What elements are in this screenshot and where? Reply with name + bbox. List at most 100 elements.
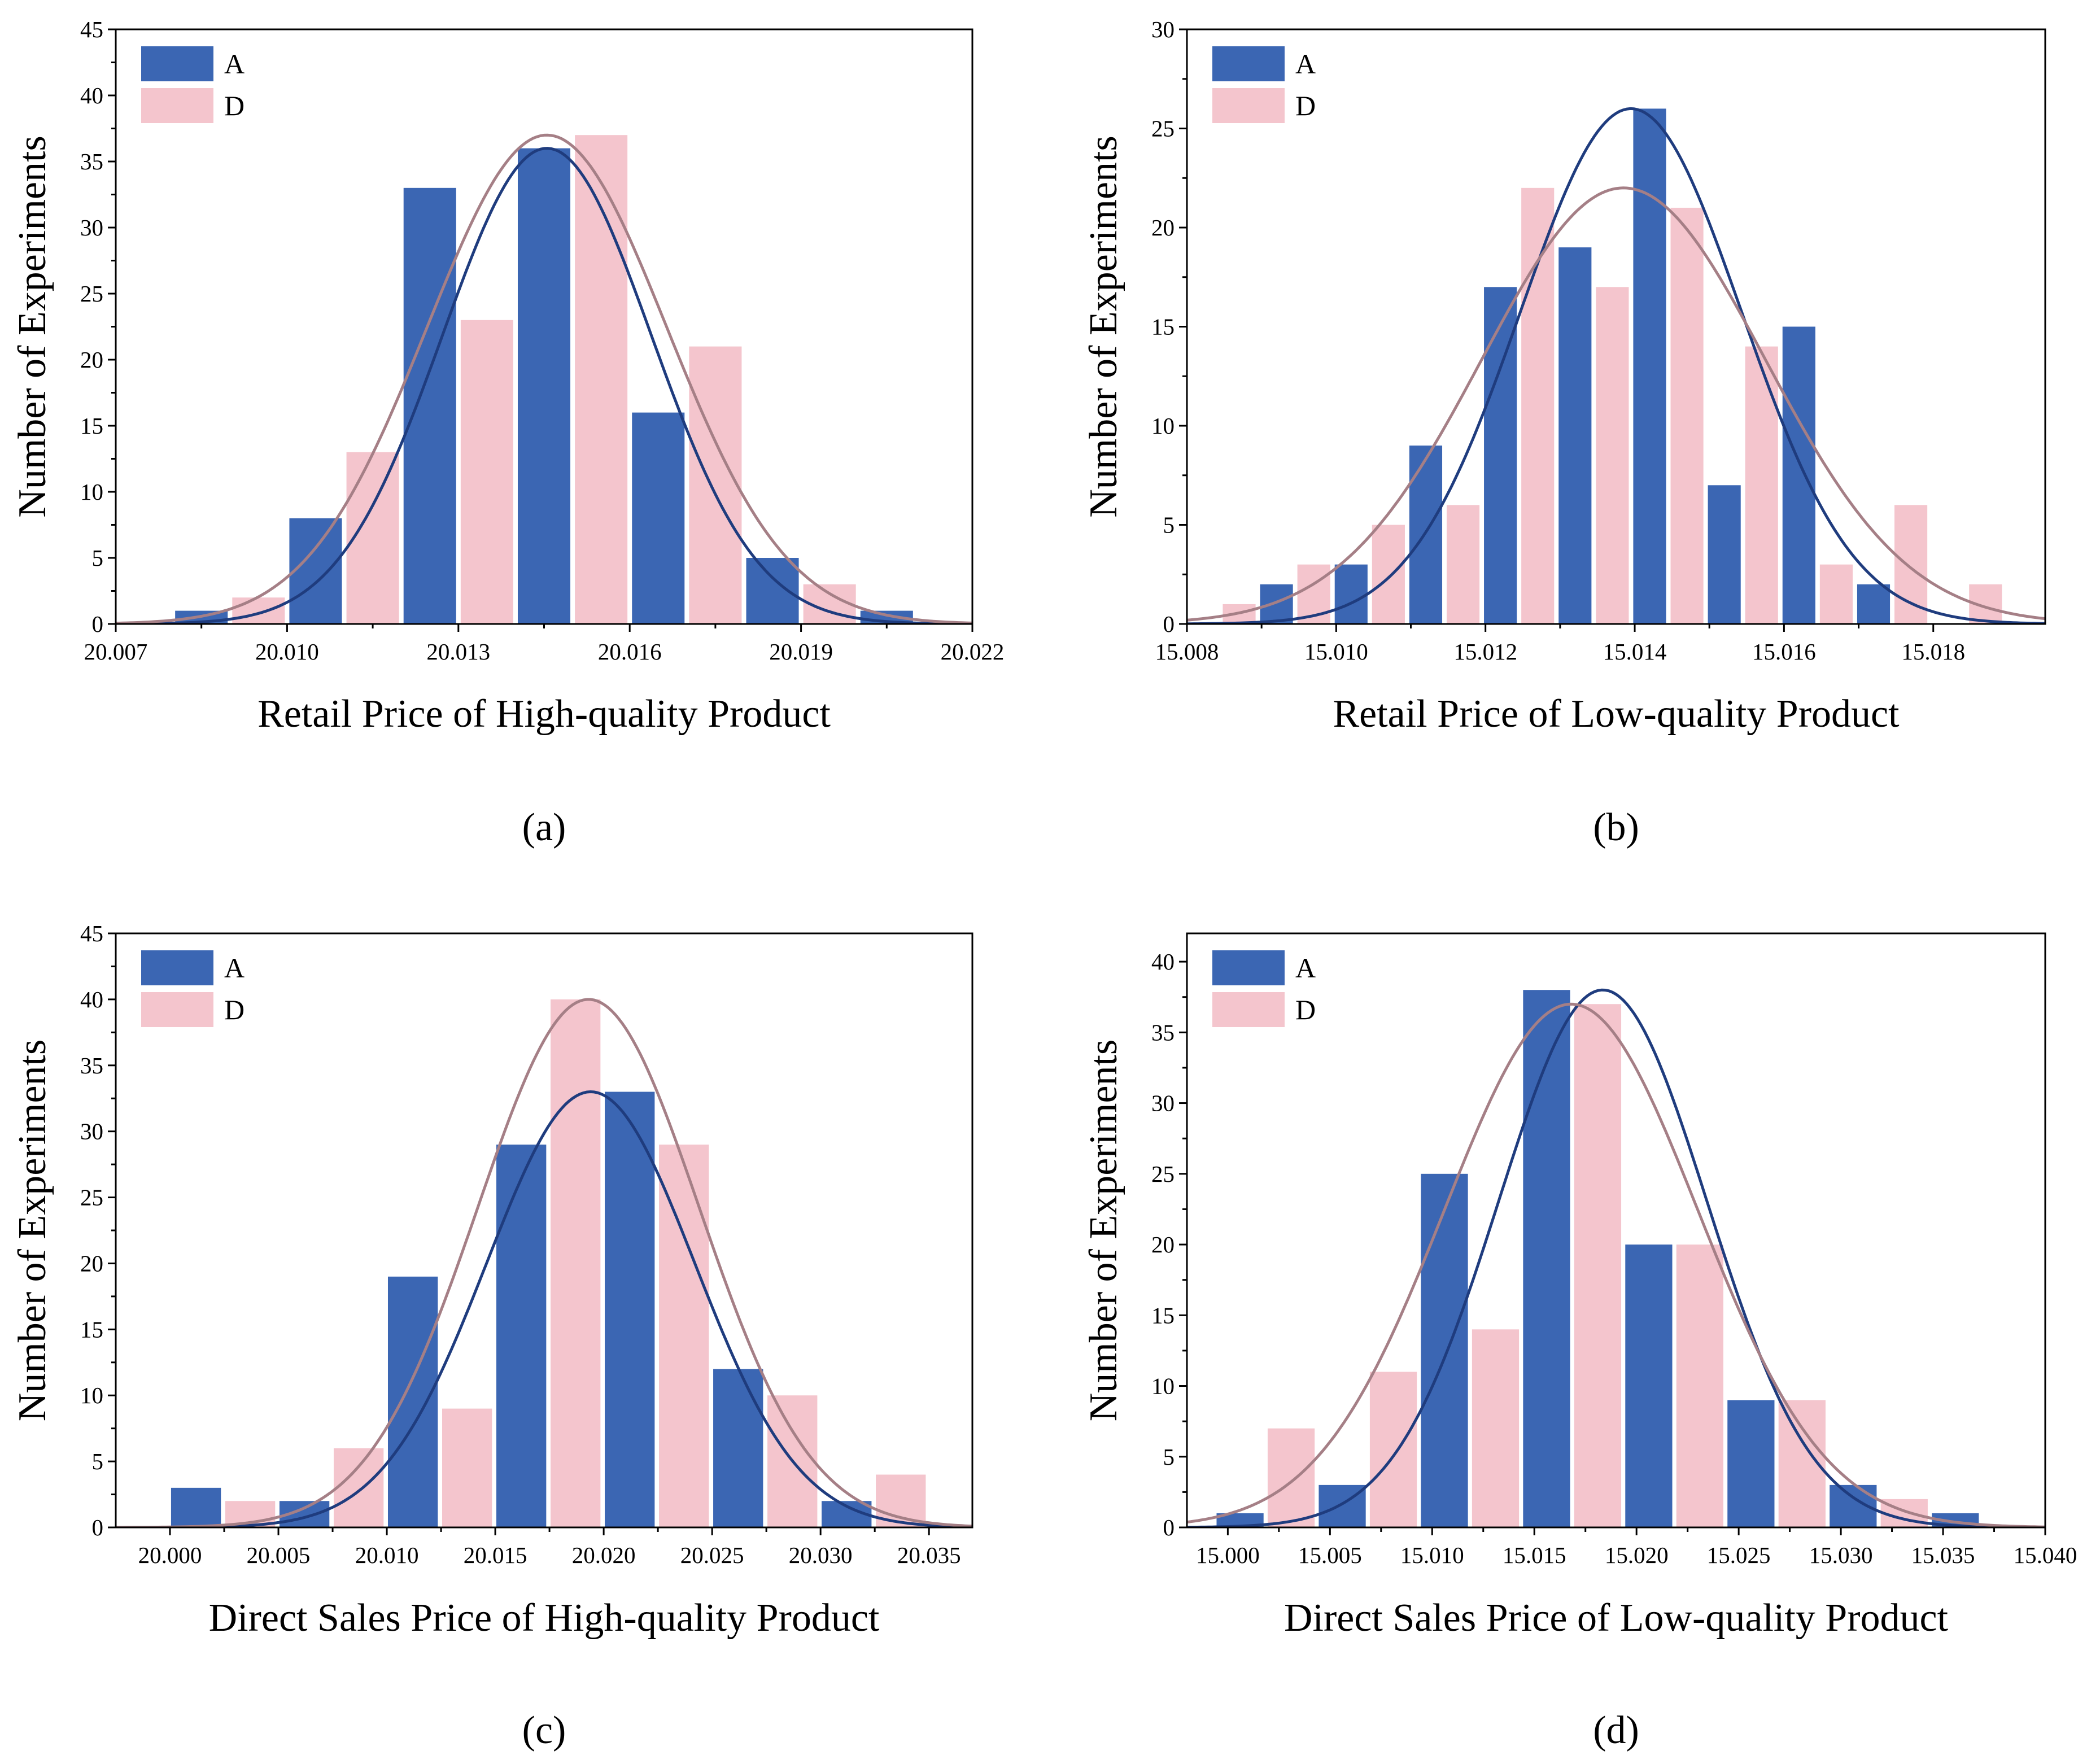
- fit-curve-a: [116, 147, 972, 624]
- x-tick-label: 15.035: [1911, 1542, 1975, 1568]
- fit-curve-a: [116, 1090, 972, 1527]
- bar-a: [1857, 584, 1891, 624]
- legend-label-d: D: [224, 90, 245, 121]
- chart-panel-1: 0 5 10 15 20 25 30 35 40 45 20.007 20.010 20.013 20.0…: [11, 16, 1004, 849]
- x-tick-label: 20.020: [572, 1542, 636, 1568]
- y-tick-label: 45: [80, 920, 103, 946]
- bar-a: [1708, 485, 1741, 624]
- bar-a: [1625, 1245, 1673, 1527]
- legend: AD: [141, 46, 245, 123]
- x-tick-label: 15.018: [1901, 639, 1965, 665]
- x-tick-label: 15.015: [1503, 1542, 1566, 1568]
- bar-a: [1260, 584, 1293, 624]
- panel-label: (b): [1593, 806, 1639, 849]
- y-tick-label: 20: [1151, 215, 1175, 241]
- bar-a: [1782, 326, 1815, 624]
- x-tick-label: 15.020: [1605, 1542, 1669, 1568]
- y-tick-label: 5: [1163, 1444, 1175, 1470]
- x-tick-label: 15.040: [2014, 1542, 2077, 1568]
- legend-label-d: D: [224, 994, 245, 1025]
- bar-d: [1745, 346, 1778, 624]
- legend-swatch-d: [1212, 992, 1285, 1027]
- bar-a: [171, 1487, 221, 1527]
- legend: AD: [141, 950, 245, 1027]
- y-tick-label: 30: [1151, 1090, 1175, 1116]
- x-tick-label: 20.016: [598, 639, 662, 665]
- x-tick-label: 15.030: [1809, 1542, 1873, 1568]
- y-tick-label: 40: [1151, 949, 1175, 975]
- legend-label-a: A: [1295, 48, 1316, 80]
- y-tick-label: 0: [92, 611, 104, 637]
- y-tick-label: 25: [1151, 1161, 1175, 1187]
- bar-a: [1727, 1400, 1775, 1527]
- x-tick-label: 15.025: [1707, 1542, 1771, 1568]
- fit-curve-a: [1187, 988, 2045, 1527]
- legend-swatch-a: [141, 950, 213, 985]
- y-tick-label: 20: [1151, 1232, 1175, 1257]
- x-tick-label: 20.000: [138, 1542, 202, 1568]
- legend-label-a: A: [224, 952, 245, 984]
- bar-d: [333, 1448, 384, 1527]
- x-tick-label: 15.012: [1453, 639, 1517, 665]
- x-tick-label: 20.025: [680, 1542, 744, 1568]
- legend-swatch-a: [1212, 950, 1285, 985]
- y-tick-label: 35: [80, 1053, 103, 1079]
- y-tick-label: 15: [1151, 1302, 1175, 1328]
- x-tick-label: 20.022: [941, 639, 1005, 665]
- panel-label: (a): [522, 806, 566, 849]
- bar-d: [1267, 1428, 1315, 1527]
- legend-label-a: A: [1295, 952, 1316, 984]
- y-tick-label: 5: [92, 1448, 104, 1474]
- legend-swatch-a: [1212, 46, 1285, 81]
- x-tick-label: 15.005: [1298, 1542, 1362, 1568]
- bar-a: [289, 518, 342, 624]
- bar-d: [1472, 1329, 1520, 1527]
- bar-d: [232, 597, 285, 624]
- x-axis-title: Direct Sales Price of High-quality Produ…: [209, 1596, 880, 1640]
- y-tick-label: 30: [80, 1119, 103, 1145]
- bar-d: [460, 320, 513, 624]
- fit-curve-d: [1187, 1002, 2045, 1527]
- y-tick-label: 40: [80, 82, 103, 108]
- x-tick-label: 20.019: [769, 639, 833, 665]
- legend-label-d: D: [1295, 90, 1316, 121]
- bar-d: [1369, 1372, 1417, 1527]
- bar-a: [713, 1369, 763, 1527]
- x-tick-label: 20.010: [355, 1542, 419, 1568]
- y-tick-label: 10: [1151, 413, 1175, 439]
- bar-d: [1819, 564, 1853, 624]
- bar-a: [1523, 990, 1570, 1527]
- bar-d: [689, 346, 742, 624]
- legend: AD: [1212, 46, 1316, 123]
- bar-a: [632, 412, 685, 624]
- x-tick-label: 15.010: [1400, 1542, 1464, 1568]
- fit-curve-a: [1187, 107, 2045, 624]
- y-tick-label: 25: [80, 1185, 103, 1211]
- chart-panel-3: 0 5 10 15 20 25 30 35 40 45 20.000 20.005 20.010 20.0…: [11, 920, 973, 1752]
- y-tick-label: 30: [80, 215, 103, 241]
- panel-label: (c): [522, 1709, 566, 1752]
- legend-swatch-a: [141, 46, 213, 81]
- y-axis-title: Number of Experiments: [1082, 136, 1125, 517]
- y-tick-label: 0: [92, 1514, 104, 1540]
- bar-d: [659, 1145, 709, 1527]
- y-tick-label: 0: [1163, 1514, 1175, 1540]
- bar-d: [1372, 525, 1405, 624]
- x-axis-title: Retail Price of Low-quality Product: [1333, 692, 1900, 736]
- x-axis-title: Direct Sales Price of Low-quality Produc…: [1284, 1596, 1949, 1640]
- x-tick-label: 15.000: [1196, 1542, 1260, 1568]
- bar-a: [1421, 1173, 1468, 1527]
- x-tick-label: 20.010: [255, 639, 319, 665]
- legend-label-d: D: [1295, 994, 1316, 1025]
- fit-curve-d: [1187, 186, 2045, 622]
- y-tick-label: 0: [1163, 611, 1175, 637]
- chart-panel-4: 0 5 10 15 20 25 30 35 40 15.000 15.005 15.010 15.015…: [1082, 932, 2077, 1752]
- y-tick-label: 5: [1163, 512, 1175, 538]
- plot-frame: [1186, 932, 2046, 1529]
- x-tick-label: 15.014: [1603, 639, 1667, 665]
- bar-a: [1334, 564, 1368, 624]
- x-tick-label: 20.015: [464, 1542, 527, 1568]
- y-tick-label: 15: [1151, 314, 1175, 340]
- legend-label-a: A: [224, 48, 245, 80]
- bar-d: [1574, 1004, 1622, 1527]
